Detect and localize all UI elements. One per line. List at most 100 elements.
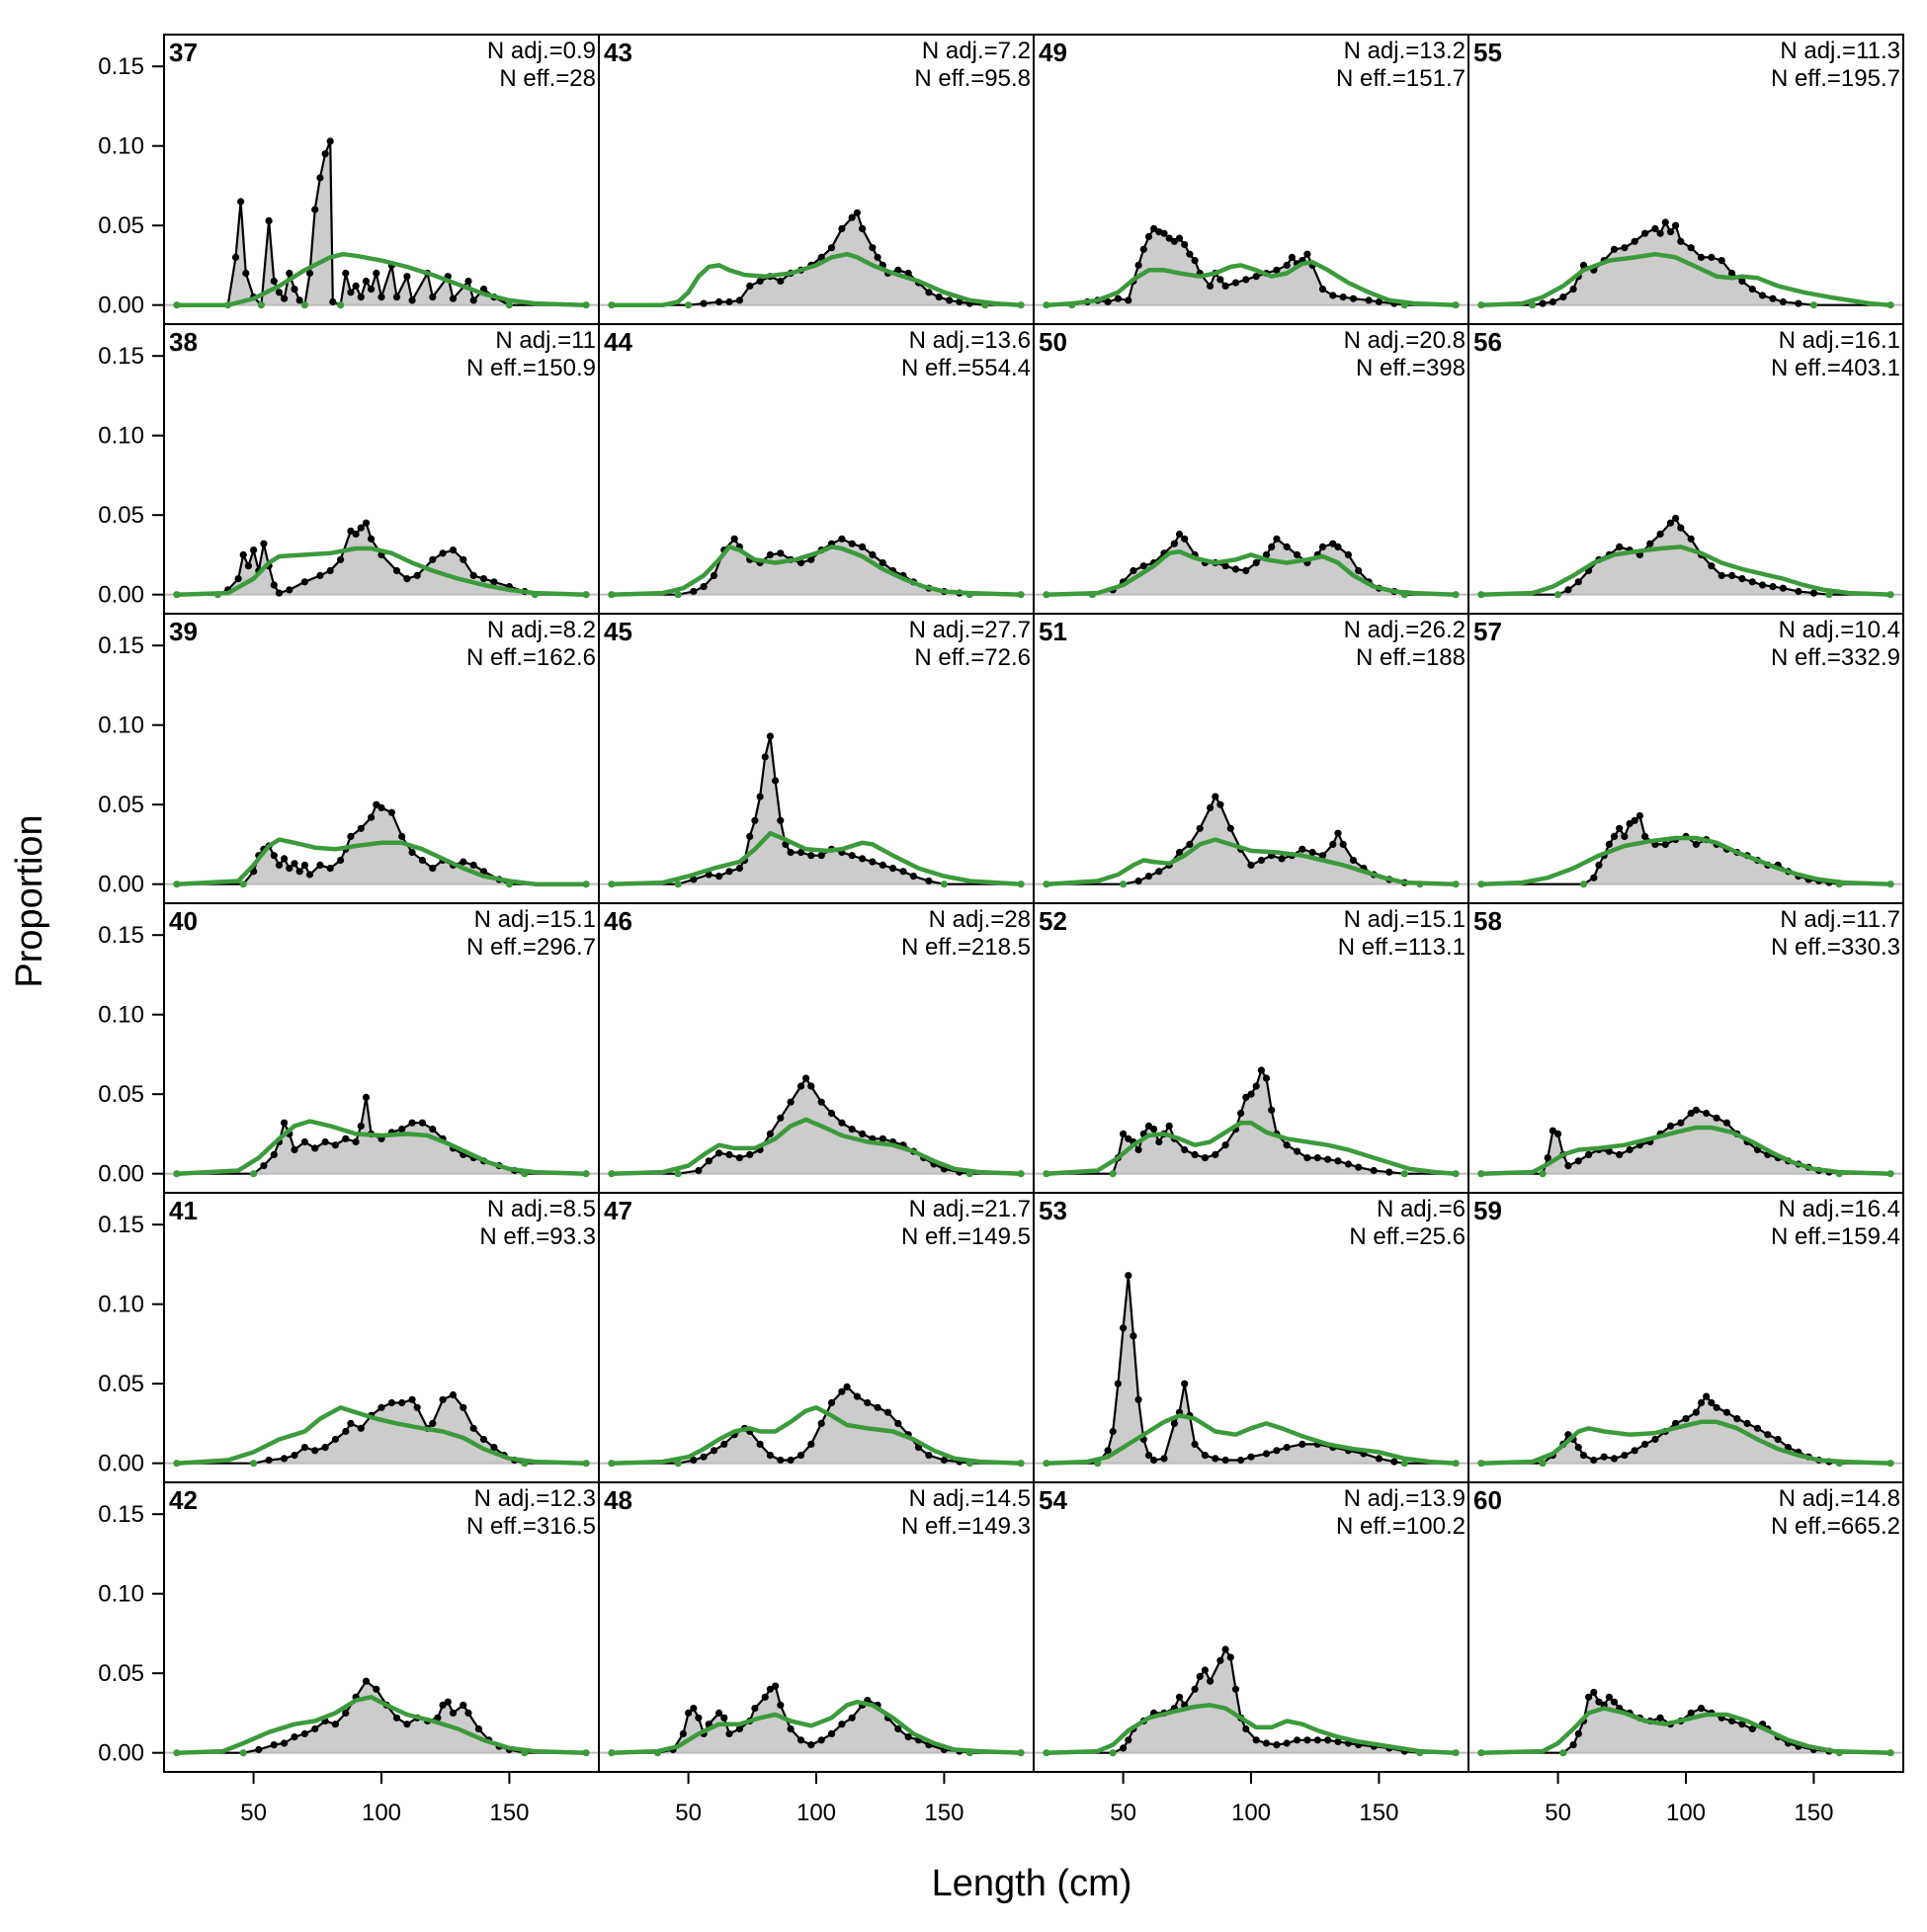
panel-55: 55 N adj.=11.3N eff.=195.7 bbox=[1467, 34, 1904, 325]
panel-label: 46 bbox=[604, 906, 632, 936]
observed-point bbox=[756, 1440, 764, 1448]
observed-point bbox=[305, 871, 314, 879]
observed-area bbox=[1480, 815, 1891, 884]
observed-point bbox=[746, 282, 754, 290]
observed-point bbox=[300, 1137, 308, 1146]
observed-point bbox=[859, 543, 867, 551]
observed-point bbox=[270, 1150, 278, 1158]
y-tick-label: 0.15 bbox=[98, 53, 144, 80]
observed-point bbox=[1221, 1456, 1229, 1465]
n-eff-text: N eff.=159.4 bbox=[1771, 1223, 1900, 1250]
observed-point bbox=[1809, 301, 1817, 309]
expected-line bbox=[176, 251, 587, 307]
expected-line bbox=[1480, 545, 1891, 597]
observed-point bbox=[1672, 1419, 1680, 1427]
observed-area bbox=[611, 539, 1022, 595]
observed-point bbox=[679, 1729, 688, 1737]
observed-point bbox=[1262, 1739, 1271, 1747]
observed-point bbox=[373, 269, 380, 278]
observed-point bbox=[1666, 1122, 1675, 1130]
panel-45: 45 N adj.=27.7N eff.=72.6 bbox=[598, 613, 1035, 904]
n-eff-text: N eff.=554.4 bbox=[901, 355, 1031, 381]
observed-point bbox=[735, 1154, 744, 1162]
observed-point bbox=[807, 1440, 815, 1448]
expected-line bbox=[1046, 837, 1457, 886]
observed-point bbox=[848, 540, 856, 547]
panel-label: 48 bbox=[604, 1485, 632, 1515]
observed-point bbox=[1621, 244, 1629, 252]
expected-line bbox=[611, 1699, 1022, 1755]
observed-point bbox=[1134, 1145, 1142, 1154]
n-eff-text: N eff.=93.3 bbox=[479, 1223, 596, 1250]
x-tick-label: 100 bbox=[362, 1800, 401, 1826]
observed-point bbox=[1774, 1435, 1782, 1444]
x-tick-label: 100 bbox=[1666, 1800, 1706, 1826]
observed-point bbox=[449, 1709, 458, 1717]
observed-point bbox=[1677, 237, 1685, 245]
observed-point bbox=[817, 253, 825, 261]
observed-point bbox=[700, 299, 708, 307]
observed-point bbox=[1610, 1698, 1619, 1706]
observed-point bbox=[387, 808, 395, 816]
observed-point bbox=[286, 586, 293, 594]
observed-point bbox=[1175, 1693, 1184, 1701]
observed-point bbox=[1385, 1168, 1393, 1176]
observed-point bbox=[1697, 1398, 1706, 1407]
observed-area bbox=[1046, 1275, 1457, 1464]
observed-point bbox=[690, 1456, 698, 1465]
observed-point bbox=[848, 1126, 856, 1134]
observed-point bbox=[413, 571, 421, 580]
observed-point bbox=[796, 558, 805, 567]
n-eff-text: N eff.=195.7 bbox=[1771, 65, 1900, 92]
panel-label: 53 bbox=[1039, 1196, 1067, 1225]
y-tick-label: 0.05 bbox=[98, 212, 144, 239]
observed-point bbox=[460, 1701, 467, 1709]
n-eff-text: N eff.=332.9 bbox=[1771, 644, 1900, 671]
observed-point bbox=[1554, 1130, 1562, 1137]
observed-point bbox=[946, 296, 954, 304]
observed-point bbox=[403, 1721, 411, 1728]
observed-point bbox=[1400, 1170, 1408, 1178]
observed-point bbox=[725, 1150, 733, 1158]
expected-line bbox=[1480, 251, 1891, 307]
panel-label: 38 bbox=[169, 327, 198, 357]
observed-point bbox=[1661, 840, 1669, 849]
observed-point bbox=[1226, 1653, 1234, 1661]
observed-point bbox=[1687, 244, 1695, 252]
observed-point bbox=[869, 550, 877, 559]
observed-point bbox=[1795, 587, 1802, 596]
observed-point bbox=[1273, 1741, 1281, 1749]
observed-point bbox=[690, 587, 698, 596]
observed-point bbox=[1692, 840, 1700, 849]
observed-point bbox=[725, 868, 733, 876]
observed-point bbox=[270, 852, 278, 860]
panel-label: 57 bbox=[1473, 617, 1502, 646]
observed-point bbox=[1339, 840, 1347, 849]
panel-40: 40 N adj.=15.1N eff.=296.7 0.00 0.05 0.10 0.1… bbox=[98, 902, 600, 1194]
observed-point bbox=[408, 296, 416, 304]
n-adj-text: N adj.=12.3 bbox=[474, 1485, 596, 1512]
expected-line bbox=[1046, 1120, 1457, 1176]
observed-point bbox=[373, 1685, 380, 1693]
observed-point bbox=[956, 297, 964, 306]
observed-point bbox=[827, 1398, 836, 1407]
observed-point bbox=[408, 1395, 416, 1403]
observed-point bbox=[1646, 540, 1654, 547]
x-tick-label: 150 bbox=[1794, 1800, 1833, 1826]
observed-point bbox=[1221, 1645, 1229, 1653]
n-eff-text: N eff.=151.7 bbox=[1336, 65, 1466, 92]
observed-point bbox=[1170, 1419, 1178, 1427]
observed-point bbox=[807, 555, 815, 563]
observed-point bbox=[685, 301, 693, 309]
observed-area bbox=[611, 1386, 1022, 1464]
n-adj-text: N adj.=26.2 bbox=[1344, 617, 1466, 643]
observed-point bbox=[735, 865, 744, 873]
observed-point bbox=[291, 1452, 298, 1460]
observed-point bbox=[674, 881, 682, 888]
observed-point bbox=[1329, 840, 1337, 849]
observed-area bbox=[1480, 518, 1891, 595]
observed-point bbox=[1349, 294, 1358, 302]
observed-point bbox=[1207, 282, 1215, 290]
observed-point bbox=[1150, 1126, 1158, 1134]
